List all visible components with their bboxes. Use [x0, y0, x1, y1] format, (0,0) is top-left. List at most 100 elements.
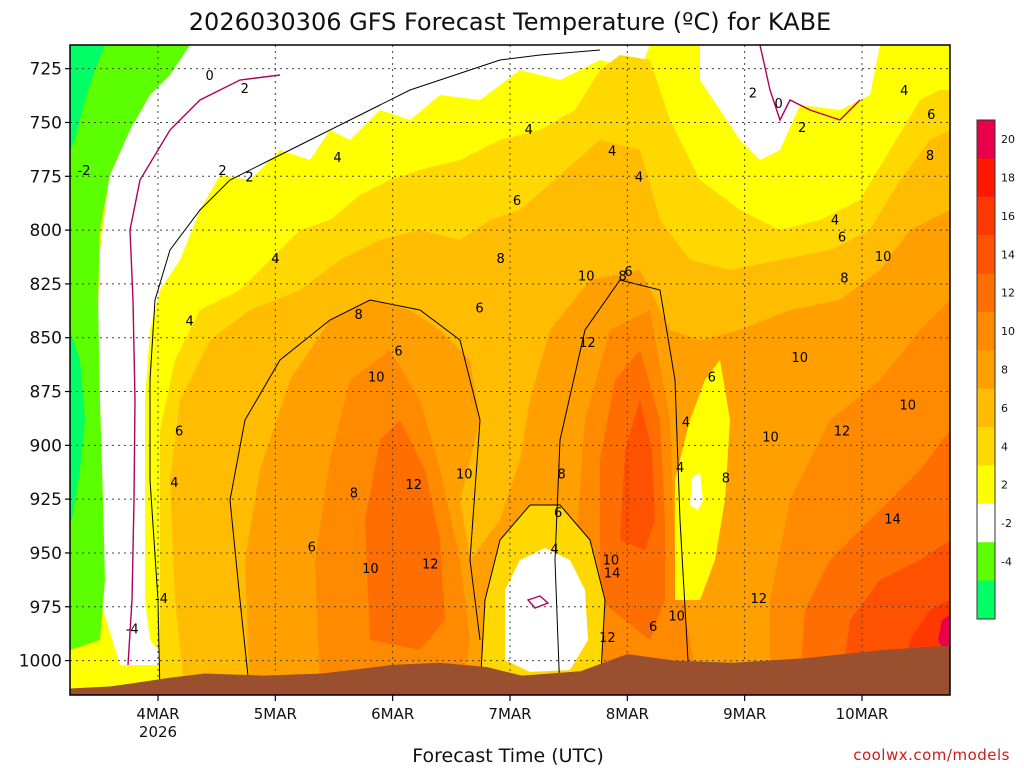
contour-label: 4	[550, 543, 558, 558]
contour-label: 4	[831, 213, 839, 228]
contour-label: 4	[635, 170, 643, 185]
x-tick-label: 7MAR	[488, 705, 531, 723]
x-tick-label: 10MAR	[836, 705, 889, 723]
contour-label: 2	[245, 170, 253, 185]
contour-label: 12	[579, 336, 596, 351]
colorbar-band	[977, 542, 995, 582]
contour-label: 0	[775, 97, 783, 112]
x-tick-label: 4MAR	[136, 705, 179, 723]
contour-label: 2	[241, 82, 249, 97]
contour-line-4-bubble	[479, 504, 606, 691]
colorbar-band	[977, 273, 995, 313]
contour-label: -4	[126, 622, 139, 637]
contour-label: -2	[78, 164, 91, 179]
colorbar-tick-label: 12	[1001, 287, 1015, 300]
band-yellow-pocket	[675, 360, 730, 600]
contour-label: 6	[475, 302, 483, 317]
contour-label: -4	[155, 592, 168, 607]
contour-label: 6	[649, 620, 657, 635]
contour-label: 10	[792, 351, 809, 366]
contour-label: 8	[926, 149, 934, 164]
zero-contour-right	[759, 45, 861, 122]
contour-label: 12	[834, 424, 851, 439]
contour-label: 12	[750, 592, 767, 607]
ground-surface	[70, 645, 950, 695]
contour-label: 4	[682, 416, 690, 431]
contour-label: 2	[218, 164, 226, 179]
credit-link[interactable]: coolwx.com/models	[853, 746, 1010, 764]
band-white-bubble-inner	[505, 548, 588, 672]
colorbar-band	[977, 427, 995, 466]
colorbar-tick-label: 18	[1001, 172, 1015, 185]
x-tick-label: 5MAR	[254, 705, 297, 723]
contour-label: 8	[350, 487, 358, 502]
colorbar-tick-label: 4	[1001, 440, 1008, 453]
contour-label: 4	[186, 314, 194, 329]
contour-label: 2	[749, 86, 757, 101]
x-tick-label: 9MAR	[723, 705, 766, 723]
contour-label: 6	[175, 424, 183, 439]
zero-contour-bubble	[526, 595, 550, 609]
contour-label: 4	[271, 252, 279, 267]
contour-label: 6	[838, 231, 846, 246]
chart-title: 2026030306 GFS Forecast Temperature (ºC)…	[189, 8, 831, 36]
contour-label: 10	[875, 250, 892, 265]
colorbar-band	[977, 350, 995, 390]
contour-label: 8	[722, 472, 730, 487]
grid-lines	[70, 45, 950, 695]
colorbar-band	[977, 465, 995, 505]
contour-label: 8	[557, 467, 565, 482]
colorbar-band	[977, 388, 995, 428]
colorbar-band	[977, 580, 995, 620]
contour-label: 10	[456, 467, 473, 482]
y-tick-label: 875	[30, 383, 62, 403]
band-white-pocket	[690, 472, 703, 510]
y-axis: 725 750 775 800 825 850 875 900 925 950 975 1000	[19, 60, 70, 672]
y-tick-label: 850	[30, 329, 62, 349]
contour-label: 14	[884, 513, 901, 528]
contour-label: 10	[668, 609, 685, 624]
contour-label: 8	[354, 308, 362, 323]
contour-lines	[149, 49, 691, 695]
contour-label: 12	[599, 631, 616, 646]
contour-line-6	[229, 299, 481, 695]
colorbar: 20 18 16 14 12 10 8 6 4 2 -2 -4	[976, 119, 1015, 620]
y-tick-label: 900	[30, 436, 62, 456]
contour-label: 6	[708, 370, 716, 385]
colorbar-tick-label: 8	[1001, 364, 1008, 377]
contour-label: 12	[406, 478, 423, 493]
contour-label: 12	[422, 558, 439, 573]
colorbar-band	[977, 196, 995, 236]
y-tick-label: 825	[30, 275, 62, 295]
contour-label: 0	[205, 69, 213, 84]
contour-label: 4	[333, 151, 341, 166]
colorbar-tick-label: 20	[1001, 133, 1015, 146]
y-tick-label: 725	[30, 60, 62, 80]
colorbar-frame	[976, 119, 996, 620]
contour-label: 2	[798, 121, 806, 136]
contour-label: 6	[927, 108, 935, 123]
colorbar-tick-label: 10	[1001, 325, 1015, 338]
colorbar-tick-label: -4	[1001, 555, 1012, 568]
colorbar-tick-label: 14	[1001, 248, 1015, 261]
contour-label: 6	[513, 194, 521, 209]
contour-line-2	[149, 49, 601, 695]
contour-label: 6	[554, 506, 562, 521]
band-12-14	[365, 350, 950, 695]
contour-label: 4	[170, 476, 178, 491]
contour-label: 4	[900, 84, 908, 99]
band-white-upper-right	[700, 45, 880, 160]
band-white-upper	[70, 45, 650, 665]
contour-label: 8	[496, 252, 504, 267]
y-tick-label: 1000	[19, 652, 62, 672]
colorbar-band	[977, 120, 995, 159]
x-tick-label: 8MAR	[606, 705, 649, 723]
colorbar-tick-label: 2	[1001, 479, 1008, 492]
contour-label: 8	[840, 271, 848, 286]
contour-label: 4	[525, 123, 533, 138]
contour-label: 10	[368, 370, 385, 385]
colorbar-tick-label: -2	[1001, 517, 1012, 530]
contour-label: 10	[362, 562, 379, 577]
